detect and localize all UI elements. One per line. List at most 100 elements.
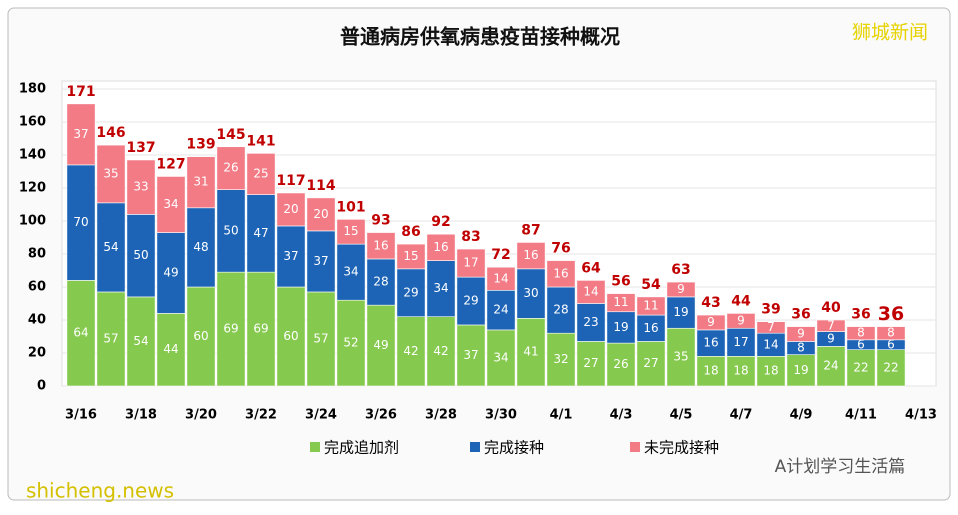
bar-segment (216, 146, 246, 190)
data-label: 34 (343, 265, 358, 279)
x-tick-label: 4/5 (670, 408, 693, 423)
bar-segment (126, 214, 156, 298)
bar-segment (636, 341, 666, 387)
watermark: shicheng.news (26, 479, 174, 503)
total-label: 39 (761, 302, 780, 318)
data-label: 24 (823, 359, 838, 373)
bar-segment (666, 296, 696, 329)
bar-segment (246, 153, 276, 195)
legend-swatch (310, 442, 320, 452)
bar-segment (666, 281, 696, 298)
total-label: 76 (551, 241, 570, 257)
total-label: 36 (851, 307, 870, 323)
data-label: 57 (313, 331, 328, 345)
data-label: 42 (403, 344, 418, 358)
legend-label: 未完成接种 (644, 439, 719, 457)
total-label: 40 (821, 300, 841, 316)
bar-segment (726, 313, 756, 329)
x-tick-label: 3/22 (245, 408, 277, 423)
bar-segment (66, 280, 96, 387)
total-label: 101 (336, 199, 365, 215)
bar-segment (66, 103, 96, 166)
x-tick-label: 3/30 (485, 408, 517, 423)
data-label: 19 (673, 305, 688, 319)
bar-segment (276, 192, 306, 227)
data-label: 60 (283, 329, 298, 343)
y-tick-label: 100 (19, 214, 46, 229)
x-tick-label: 4/3 (610, 408, 633, 423)
data-label: 37 (73, 127, 88, 141)
data-label: 64 (73, 326, 88, 340)
bar-segment (456, 324, 486, 387)
data-label: 54 (133, 334, 148, 348)
data-label: 7 (767, 320, 775, 334)
bar-segment (486, 329, 516, 387)
data-label: 33 (133, 180, 148, 194)
data-label: 49 (163, 265, 178, 279)
data-label: 8 (797, 341, 805, 355)
bar-segment (756, 321, 786, 334)
total-label: 83 (461, 229, 480, 245)
y-tick-label: 120 (19, 181, 46, 196)
y-tick-label: 140 (19, 148, 46, 163)
data-label: 19 (613, 320, 628, 334)
x-tick-label: 3/18 (125, 408, 157, 423)
data-label: 27 (643, 356, 658, 370)
data-label: 48 (193, 240, 208, 254)
total-label: 127 (156, 156, 185, 172)
total-label: 64 (581, 260, 601, 276)
bar-segment (726, 355, 756, 387)
total-label: 36 (791, 307, 810, 323)
data-label: 30 (523, 286, 538, 300)
total-label: 54 (641, 277, 661, 293)
bar-segment (276, 286, 306, 387)
data-label: 9 (707, 315, 715, 329)
y-tick-label: 160 (19, 115, 46, 130)
data-label: 34 (433, 281, 448, 295)
total-label: 44 (731, 293, 751, 309)
data-label: 26 (223, 161, 238, 175)
x-tick-label: 3/26 (365, 408, 397, 423)
y-tick-label: 20 (28, 346, 46, 361)
data-label: 8 (857, 326, 865, 340)
x-tick-label: 3/24 (305, 408, 337, 423)
total-label: 92 (431, 214, 450, 230)
x-tick-label: 4/9 (790, 408, 813, 423)
bar-segment (666, 327, 696, 387)
bar-segment (816, 346, 846, 387)
data-label: 24 (493, 303, 508, 317)
bar-segment (546, 332, 576, 387)
data-label: 17 (463, 256, 478, 270)
bar-segment (336, 219, 366, 245)
bar-segment (366, 232, 396, 260)
bar-segment (486, 266, 516, 291)
y-tick-label: 180 (19, 82, 46, 97)
bar-segment (696, 314, 726, 331)
data-label: 18 (763, 364, 778, 378)
bar-segment (96, 202, 126, 293)
data-label: 54 (103, 240, 118, 254)
bar-segment (186, 156, 216, 209)
data-label: 9 (737, 313, 745, 327)
bar-segment (156, 176, 186, 233)
bar-segment (396, 243, 426, 270)
data-label: 27 (583, 356, 598, 370)
data-label: 37 (283, 249, 298, 263)
bar-segment (96, 291, 126, 387)
data-label: 22 (883, 360, 898, 374)
bar-segment (576, 341, 606, 387)
data-label: 7 (827, 318, 835, 332)
data-label: 31 (193, 175, 208, 189)
data-label: 47 (253, 226, 268, 240)
bar-segment (696, 329, 726, 357)
x-tick-label: 4/7 (730, 408, 753, 423)
total-label: 145 (216, 127, 245, 143)
data-label: 11 (643, 298, 658, 312)
data-label: 20 (283, 202, 298, 216)
total-label: 137 (126, 140, 155, 156)
data-label: 28 (373, 275, 388, 289)
x-tick-label: 4/13 (905, 408, 937, 423)
data-label: 29 (463, 294, 478, 308)
bar-segment (426, 233, 456, 261)
